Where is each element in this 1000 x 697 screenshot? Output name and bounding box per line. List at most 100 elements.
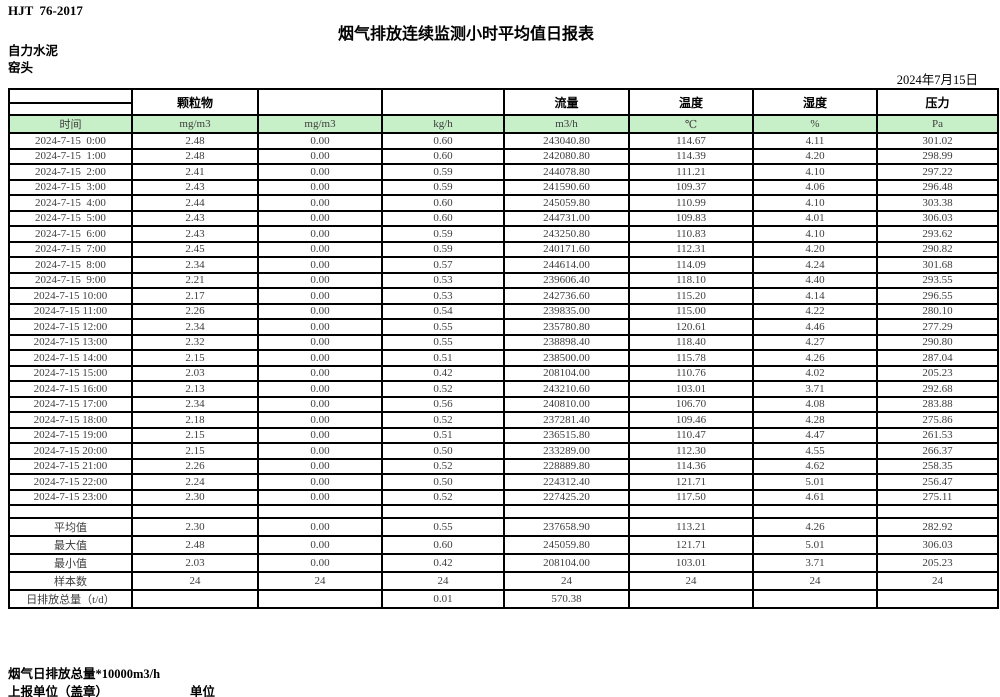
- header-row-top: 颗粒物 流量 温度 湿度 压力: [8, 88, 999, 116]
- value-cell: 0.00: [257, 535, 383, 555]
- time-cell: 2024-7-15 8:00: [8, 256, 133, 274]
- report-table: 颗粒物 流量 温度 湿度 压力 时间 mg/m3 mg/m3 kg/h m3/h…: [8, 88, 999, 609]
- value-cell: 4.06: [752, 178, 878, 196]
- data-row: 2024-7-15 1:00 2.48 0.00 0.60 242080.80 114.3…: [8, 147, 999, 165]
- value-cell: 0.60: [381, 209, 505, 227]
- value-cell: 240171.60: [503, 240, 630, 258]
- total-emission-note: 烟气日排放总量*10000m3/h: [8, 667, 161, 681]
- value-cell: 2.03: [131, 364, 259, 382]
- col-header-blank-1: [257, 88, 383, 116]
- value-cell: 570.38: [503, 589, 630, 609]
- data-row: 2024-7-15 5:00 2.43 0.00 0.60 244731.00 109.8…: [8, 209, 999, 227]
- col-header-time: 时间: [8, 114, 133, 134]
- value-cell: 205.23: [876, 553, 999, 573]
- time-cell: 2024-7-15 22:00: [8, 473, 133, 491]
- value-cell: 115.00: [628, 302, 754, 320]
- value-cell: 0.00: [257, 132, 383, 150]
- data-row: 2024-7-15 22:00 2.24 0.00 0.50 224312.40 121.…: [8, 473, 999, 491]
- value-cell: 4.10: [752, 225, 878, 243]
- value-cell: 0.55: [381, 517, 505, 537]
- value-cell: 266.37: [876, 442, 999, 460]
- data-row: 2024-7-15 15:00 2.03 0.00 0.42 208104.00 110.…: [8, 364, 999, 382]
- value-cell: 114.39: [628, 147, 754, 165]
- value-cell: 301.68: [876, 256, 999, 274]
- time-cell: 2024-7-15 15:00: [8, 364, 133, 382]
- summary-row: 平均值 2.30 0.00 0.55 237658.90 113.21 4.26 282.92: [8, 517, 999, 537]
- value-cell: 0.42: [381, 364, 505, 382]
- value-cell: 103.01: [628, 380, 754, 398]
- value-cell: 245059.80: [503, 535, 630, 555]
- value-cell: [131, 589, 259, 609]
- data-row: 2024-7-15 23:00 2.30 0.00 0.52 227425.20 117.…: [8, 488, 999, 506]
- value-cell: 2.32: [131, 333, 259, 351]
- data-row: 2024-7-15 3:00 2.43 0.00 0.59 241590.60 109.3…: [8, 178, 999, 196]
- value-cell: 4.20: [752, 147, 878, 165]
- value-cell: 275.11: [876, 488, 999, 506]
- summary-row: 样本数 24 24 24 24 24 24 24: [8, 571, 999, 591]
- station-name: 窑头: [8, 61, 34, 75]
- value-cell: 2.18: [131, 411, 259, 429]
- data-row: 2024-7-15 9:00 2.21 0.00 0.53 239606.40 118.1…: [8, 271, 999, 289]
- value-cell: 0.52: [381, 457, 505, 475]
- value-cell: 24: [628, 571, 754, 591]
- unit-cell-mg-m3-a: mg/m3: [131, 114, 259, 134]
- value-cell: 245059.80: [503, 194, 630, 212]
- time-cell: 2024-7-15 1:00: [8, 147, 133, 165]
- value-cell: [131, 504, 259, 519]
- value-cell: 208104.00: [503, 364, 630, 382]
- footer-line: 上报单位（盖章） 单位: [8, 681, 408, 697]
- summary-row: 最小值 2.03 0.00 0.42 208104.00 103.01 3.71 205.23: [8, 553, 999, 573]
- value-cell: 301.02: [876, 132, 999, 150]
- time-cell: 2024-7-15 4:00: [8, 194, 133, 212]
- value-cell: 0.00: [257, 256, 383, 274]
- table-body: 2024-7-15 0:00 2.48 0.00 0.60 243040.80 114.6…: [8, 132, 999, 609]
- value-cell: 297.22: [876, 163, 999, 181]
- value-cell: 239606.40: [503, 271, 630, 289]
- value-cell: 0.59: [381, 178, 505, 196]
- value-cell: 111.21: [628, 163, 754, 181]
- data-row: 2024-7-15 11:00 2.26 0.00 0.54 239835.00 115.…: [8, 302, 999, 320]
- value-cell: 110.83: [628, 225, 754, 243]
- value-cell: 2.15: [131, 426, 259, 444]
- value-cell: 114.36: [628, 457, 754, 475]
- value-cell: 2.03: [131, 553, 259, 573]
- value-cell: 244731.00: [503, 209, 630, 227]
- summary-label-cell: 日排放总量（t/d）: [8, 589, 133, 609]
- value-cell: 242736.60: [503, 287, 630, 305]
- value-cell: [257, 589, 383, 609]
- value-cell: 0.00: [257, 287, 383, 305]
- value-cell: 0.59: [381, 240, 505, 258]
- time-cell: 2024-7-15 3:00: [8, 178, 133, 196]
- value-cell: 2.34: [131, 256, 259, 274]
- value-cell: 208104.00: [503, 553, 630, 573]
- summary-label-cell: 平均值: [8, 517, 133, 537]
- value-cell: 4.14: [752, 287, 878, 305]
- value-cell: 238500.00: [503, 349, 630, 367]
- value-cell: 0.00: [257, 457, 383, 475]
- value-cell: 0.00: [257, 411, 383, 429]
- value-cell: 120.61: [628, 318, 754, 336]
- value-cell: 293.55: [876, 271, 999, 289]
- value-cell: 2.26: [131, 302, 259, 320]
- time-cell: 2024-7-15 9:00: [8, 271, 133, 289]
- value-cell: 109.83: [628, 209, 754, 227]
- value-cell: 0.51: [381, 349, 505, 367]
- value-cell: [876, 504, 999, 519]
- time-cell: 2024-7-15 10:00: [8, 287, 133, 305]
- value-cell: 0.56: [381, 395, 505, 413]
- value-cell: 4.40: [752, 271, 878, 289]
- standard-code: HJT 76-2017: [8, 3, 83, 18]
- value-cell: 306.03: [876, 209, 999, 227]
- value-cell: 2.43: [131, 209, 259, 227]
- value-cell: [257, 504, 383, 519]
- value-cell: 4.46: [752, 318, 878, 336]
- value-cell: 0.00: [257, 318, 383, 336]
- value-cell: 275.86: [876, 411, 999, 429]
- value-cell: 256.47: [876, 473, 999, 491]
- time-cell: 2024-7-15 13:00: [8, 333, 133, 351]
- unit-cell-celsius: ℃: [628, 114, 754, 134]
- time-cell: 2024-7-15 21:00: [8, 457, 133, 475]
- value-cell: 0.00: [257, 147, 383, 165]
- value-cell: 118.10: [628, 271, 754, 289]
- corner-cell-top: [8, 88, 133, 104]
